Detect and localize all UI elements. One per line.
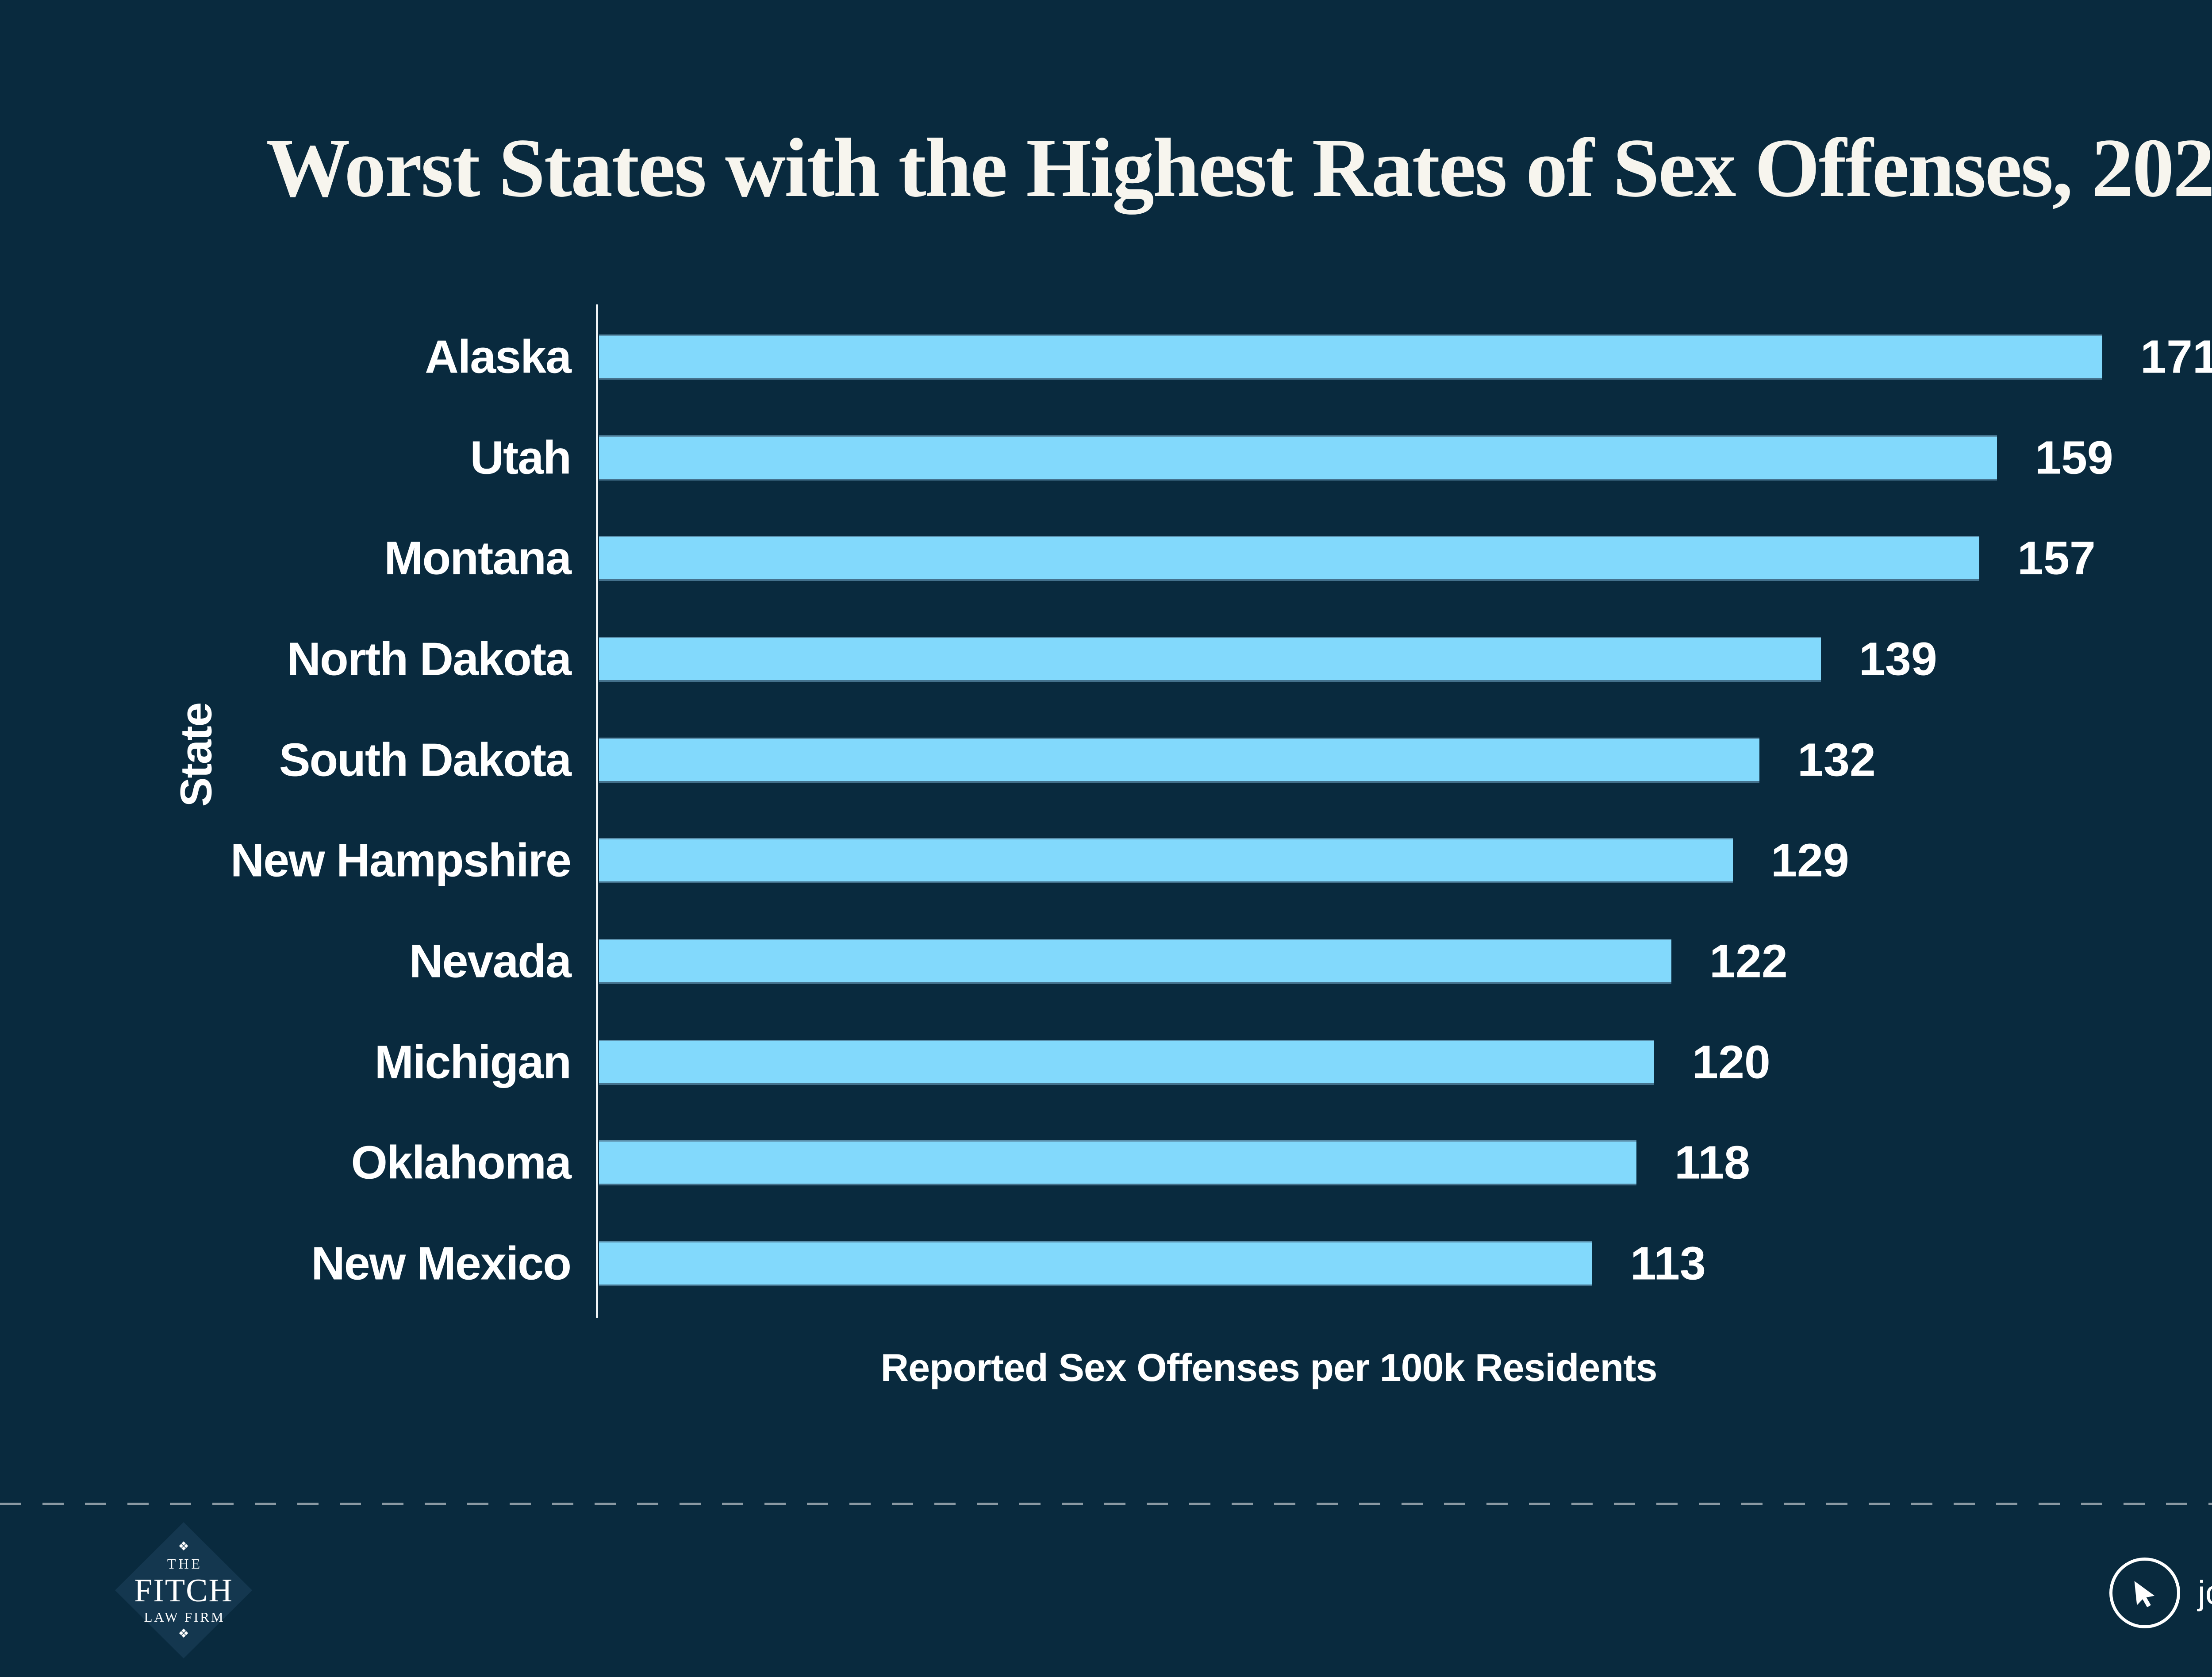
diamond-ornament-icon: ❖	[178, 1539, 189, 1554]
bar-label: Montana	[384, 532, 572, 585]
bar-row: Oklahoma 118	[0, 1113, 2212, 1214]
fitch-law-firm-logo: ❖ THE FITCH LAW FIRM ❖	[115, 1522, 252, 1658]
footer-divider	[0, 1503, 2212, 1505]
bar-label: Alaska	[425, 331, 572, 383]
logo-line-fitch: FITCH	[134, 1572, 233, 1609]
website-url: johnfitch.com	[2198, 1574, 2212, 1612]
logo-line-the: THE	[167, 1555, 203, 1572]
bar	[599, 737, 1759, 783]
bar-label: New Hampshire	[230, 834, 572, 887]
bar-label: New Mexico	[311, 1237, 572, 1290]
bar-row: Utah 159	[0, 408, 2212, 508]
bar-value: 159	[2035, 431, 2113, 484]
chart-area: Alaska 171 Utah 159 Montana 157 North Dakota 13…	[0, 307, 2212, 1314]
bar-row: Alaska 171	[0, 307, 2212, 408]
bar-row: New Mexico 113	[0, 1213, 2212, 1314]
cursor-icon	[2134, 1581, 2155, 1608]
bar-value: 113	[1630, 1237, 1706, 1290]
diamond-ornament-icon: ❖	[178, 1627, 189, 1641]
bar-row: South Dakota 132	[0, 710, 2212, 811]
logo-line-law-firm: LAW FIRM	[144, 1609, 225, 1625]
bar-label: South Dakota	[279, 734, 572, 786]
bar-row: Michigan 120	[0, 1012, 2212, 1113]
logo-text-block: ❖ THE FITCH LAW FIRM ❖	[115, 1522, 252, 1658]
bar-value: 171	[2140, 331, 2212, 383]
bar-value: 118	[1674, 1136, 1751, 1189]
bar-value: 139	[1859, 633, 1937, 685]
bar-value: 120	[1692, 1036, 1770, 1089]
chart-title: Worst States with the Highest Rates of S…	[266, 122, 2212, 215]
bar	[599, 1039, 1654, 1085]
bar	[599, 939, 1671, 985]
bar-row: Montana 157	[0, 508, 2212, 609]
bar-row: New Hampshire 129	[0, 811, 2212, 912]
bar-label: Utah	[470, 431, 572, 484]
bar-row: North Dakota 139	[0, 609, 2212, 710]
bar-value: 132	[1797, 734, 1876, 786]
bar-value: 129	[1771, 834, 1849, 887]
bar	[599, 334, 2102, 380]
bar-label: Oklahoma	[351, 1136, 572, 1189]
bar-value: 157	[2017, 532, 2096, 585]
cursor-circle-icon	[2109, 1558, 2180, 1628]
bar	[599, 636, 1821, 682]
diamond-shape-icon	[115, 1522, 252, 1658]
bar-label: Michigan	[374, 1036, 572, 1089]
bar	[599, 838, 1733, 884]
bar-value: 122	[1709, 935, 1788, 988]
x-axis-title: Reported Sex Offenses per 100k Residents	[880, 1346, 1658, 1389]
y-axis-line	[596, 304, 598, 1318]
bar	[599, 1241, 1592, 1287]
bar	[599, 536, 1979, 581]
bar	[599, 1140, 1636, 1186]
bar-label: North Dakota	[287, 633, 572, 685]
bar	[599, 435, 1997, 481]
bar-label: Nevada	[409, 935, 572, 988]
bar-row: Nevada 122	[0, 911, 2212, 1012]
